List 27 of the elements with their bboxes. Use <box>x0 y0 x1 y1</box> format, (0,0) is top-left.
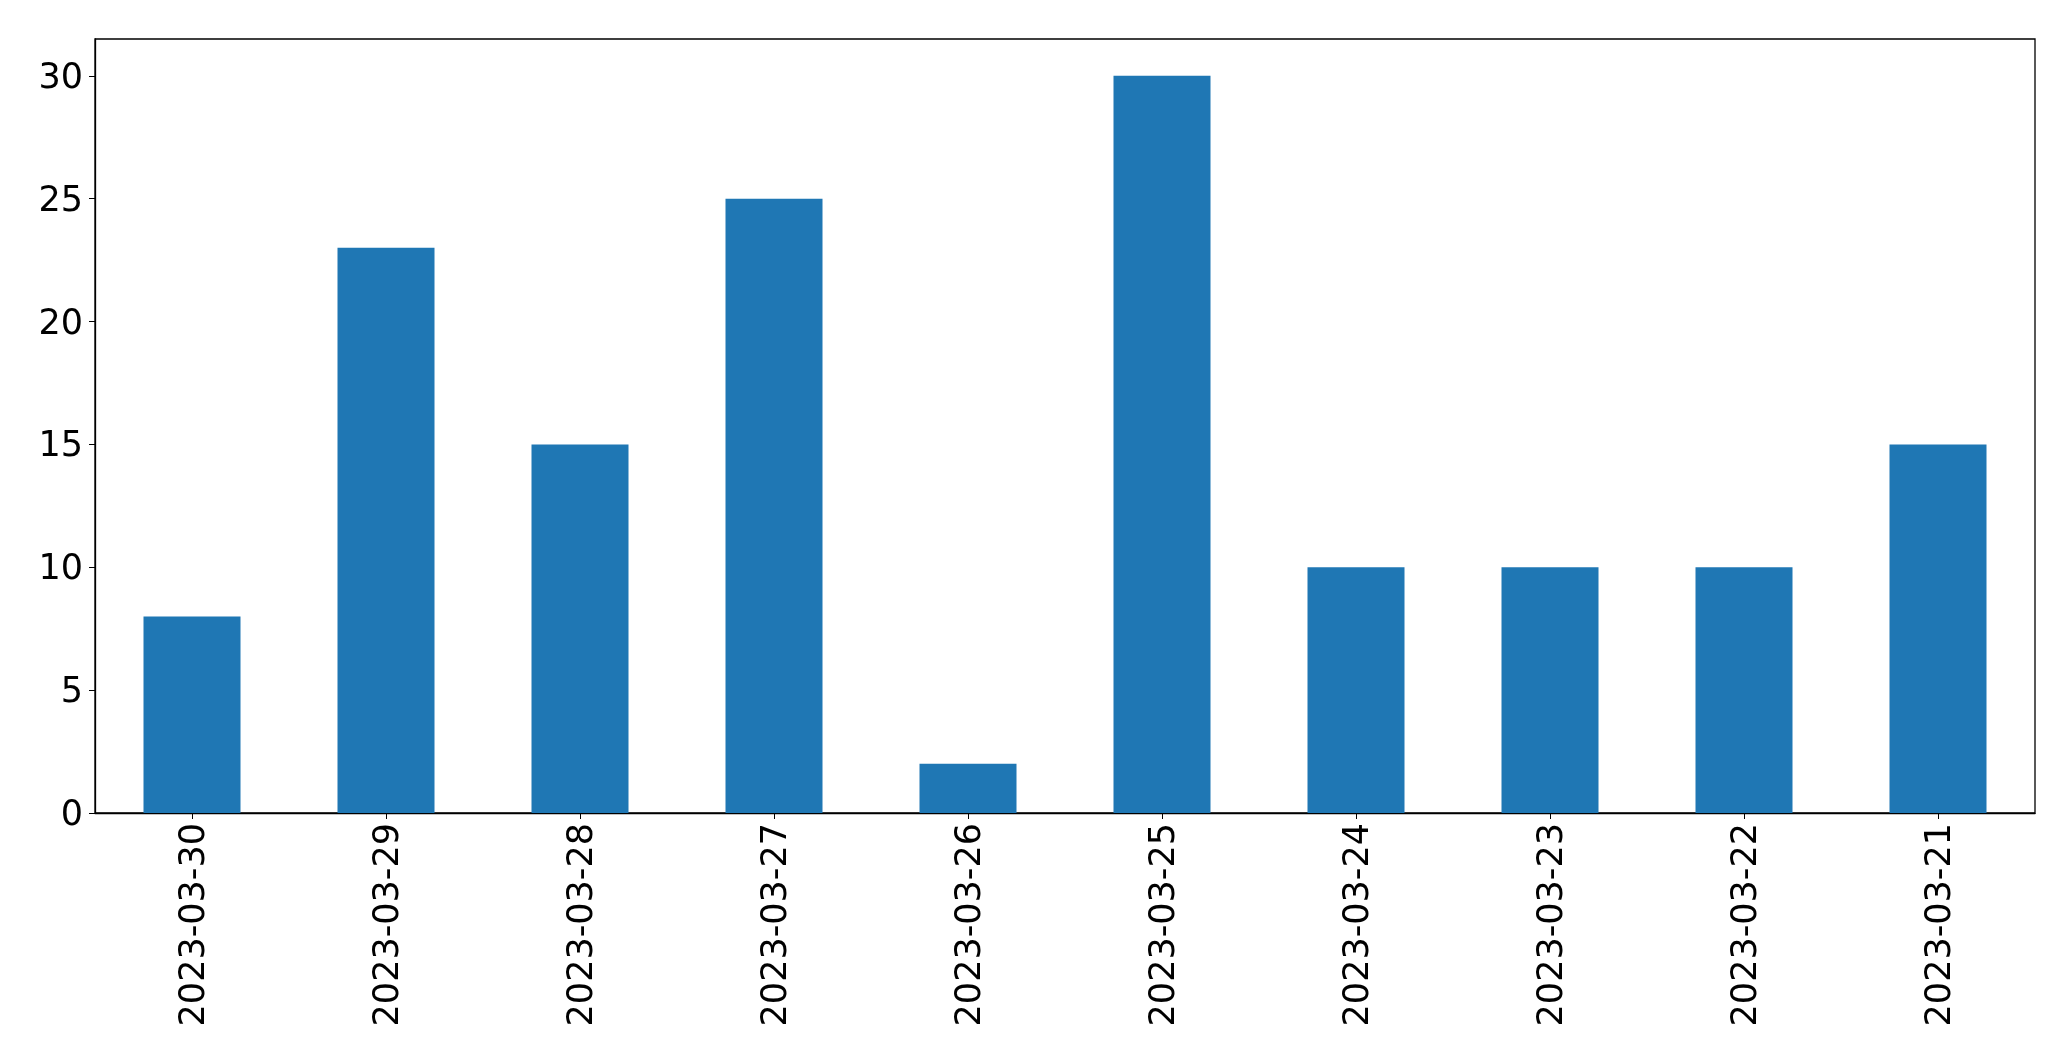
x-tick-label: 2023-03-21 <box>1918 823 1958 1027</box>
y-tick-label: 20 <box>38 301 83 342</box>
x-tick-label: 2023-03-26 <box>948 823 988 1027</box>
bar <box>919 763 1017 813</box>
x-tick-label: 2023-03-25 <box>1142 823 1182 1027</box>
y-tick-label: 25 <box>38 178 83 219</box>
bar <box>143 616 241 813</box>
x-tick-label: 2023-03-24 <box>1336 823 1376 1027</box>
x-tick-label: 2023-03-22 <box>1724 823 1764 1027</box>
y-tick-label: 15 <box>38 424 83 465</box>
x-tick-label: 2023-03-30 <box>172 823 212 1027</box>
bar <box>725 198 823 813</box>
y-tick-label: 5 <box>60 670 83 711</box>
y-tick-label: 0 <box>60 793 83 833</box>
bar <box>1889 444 1987 813</box>
bar <box>531 444 629 813</box>
x-tick-label: 2023-03-23 <box>1530 823 1570 1027</box>
y-tick-label: 30 <box>38 55 83 96</box>
bar <box>1113 75 1211 813</box>
x-tick-label: 2023-03-27 <box>754 823 794 1027</box>
y-tick-label: 10 <box>38 547 83 588</box>
x-tick-label: 2023-03-28 <box>560 823 600 1027</box>
bar <box>337 247 435 813</box>
bar <box>1695 567 1793 813</box>
x-tick-label: 2023-03-29 <box>366 823 406 1027</box>
bar <box>1501 567 1599 813</box>
bar <box>1307 567 1405 813</box>
